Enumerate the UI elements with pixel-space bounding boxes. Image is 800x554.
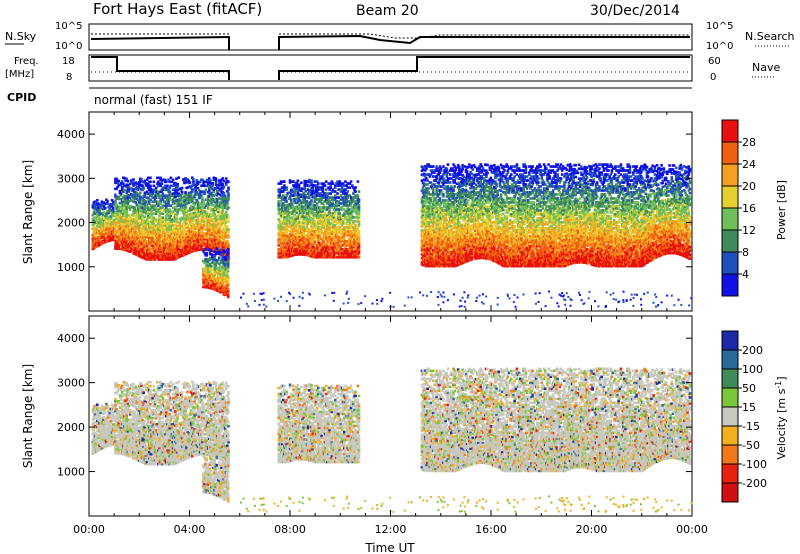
power-echo-cell	[128, 194, 131, 197]
radar-summary-plot: Fort Hays East (fitACF) Beam 20 30/Dec/2…	[0, 0, 800, 554]
power-echo-cell	[134, 201, 137, 204]
power-echo-cell	[127, 180, 130, 183]
freq-tick-top: 18	[62, 56, 75, 67]
power-echo-cell	[129, 215, 132, 218]
nsearch-tick-bottom: 10^0	[706, 41, 733, 52]
nsky-label: N.Sky	[5, 30, 37, 43]
power-echo-cell	[132, 182, 135, 185]
nsky-panel: N.Sky 10^5 10^0 10^5 10^0 N.Search	[5, 21, 795, 52]
power-echo-cell	[94, 216, 97, 219]
nsearch-tick-top: 10^5	[706, 21, 733, 32]
power-echo-cell	[139, 221, 142, 224]
station-title: Fort Hays East (fitACF)	[93, 0, 262, 18]
power-echo-cell	[128, 200, 131, 203]
power-echo-cell	[93, 223, 96, 226]
power-echo-cell	[147, 177, 150, 180]
power-echo-cell	[128, 186, 131, 189]
power-echo-cell	[107, 216, 110, 219]
power-echo-cell	[136, 232, 139, 235]
power-echo-cell	[147, 196, 150, 199]
nave-label: Nave	[752, 61, 780, 74]
power-echo-cell	[127, 184, 130, 187]
power-echo-cell	[129, 197, 132, 200]
power-echo-cell	[123, 185, 126, 188]
power-echo-cell	[103, 217, 106, 220]
power-echo-cell	[133, 207, 136, 210]
power-echo-cell	[139, 191, 142, 194]
nsearch-label: N.Search	[745, 30, 795, 43]
power-echo-cell	[118, 180, 121, 183]
power-echo-cell	[123, 189, 126, 192]
power-echo-cell	[141, 214, 144, 217]
power-echo-cell	[119, 198, 122, 201]
power-echo-cell	[106, 200, 109, 203]
power-echo-cell	[101, 200, 104, 203]
power-echo-cell	[132, 188, 135, 191]
power-echo-cell	[124, 195, 127, 198]
power-echo-cell	[121, 186, 124, 189]
power-echo-cell	[96, 199, 99, 202]
freq-trace	[91, 57, 690, 80]
power-echo-cell	[122, 182, 125, 185]
power-echo-cell	[139, 195, 142, 198]
freq-tick-bottom: 8	[66, 72, 72, 83]
power-echo-cell	[133, 215, 136, 218]
power-echo-cell	[104, 207, 107, 210]
cpid-text: normal (fast) 151 IF	[94, 93, 213, 107]
power-echo-cell	[144, 192, 147, 195]
power-echo-cell	[140, 178, 143, 181]
freq-unit: [MHz]	[5, 69, 34, 80]
power-echo-cell	[103, 211, 106, 214]
power-echo-cell	[127, 218, 130, 221]
power-echo-cell	[144, 180, 147, 183]
freq-panel: Freq. [MHz] 18 8 60 0 Nave	[5, 55, 780, 83]
power-echo-cell	[123, 177, 126, 180]
freq-label: Freq.	[14, 56, 39, 67]
power-echo-cell	[129, 205, 132, 208]
power-echo-cell	[144, 215, 147, 218]
power-echo-cell	[132, 178, 135, 181]
power-echo-cell	[134, 181, 137, 184]
power-echo-cell	[136, 192, 139, 195]
power-echo-cell	[98, 210, 101, 213]
power-echo-cell	[121, 180, 124, 183]
power-echo-cell	[145, 182, 148, 185]
nsky-trace	[91, 36, 690, 50]
power-echo-cell	[145, 240, 148, 243]
power-echo-cell	[108, 219, 111, 222]
power-echo-cell	[142, 187, 145, 190]
power-echo-cell	[141, 206, 144, 209]
nave-tick-top: 60	[708, 56, 721, 67]
power-echo-cell	[147, 206, 150, 209]
beam-title: Beam 20	[356, 3, 419, 19]
nave-tick-bottom: 0	[710, 72, 716, 83]
power-echo-cell	[141, 185, 144, 188]
nsky-tick-top: 10^5	[55, 21, 82, 32]
power-echo-cell	[103, 201, 106, 204]
power-echo-cell	[144, 199, 147, 202]
nsky-tick-bottom: 10^0	[55, 41, 82, 52]
power-echo-cell	[112, 207, 115, 210]
power-echo-cell	[125, 177, 128, 180]
power-echo-cell	[130, 217, 133, 220]
freq-panel-frame	[89, 55, 692, 81]
power-echo-cell	[130, 199, 133, 202]
date-title: 30/Dec/2014	[590, 3, 680, 19]
cpid-label: CPID	[7, 91, 36, 104]
